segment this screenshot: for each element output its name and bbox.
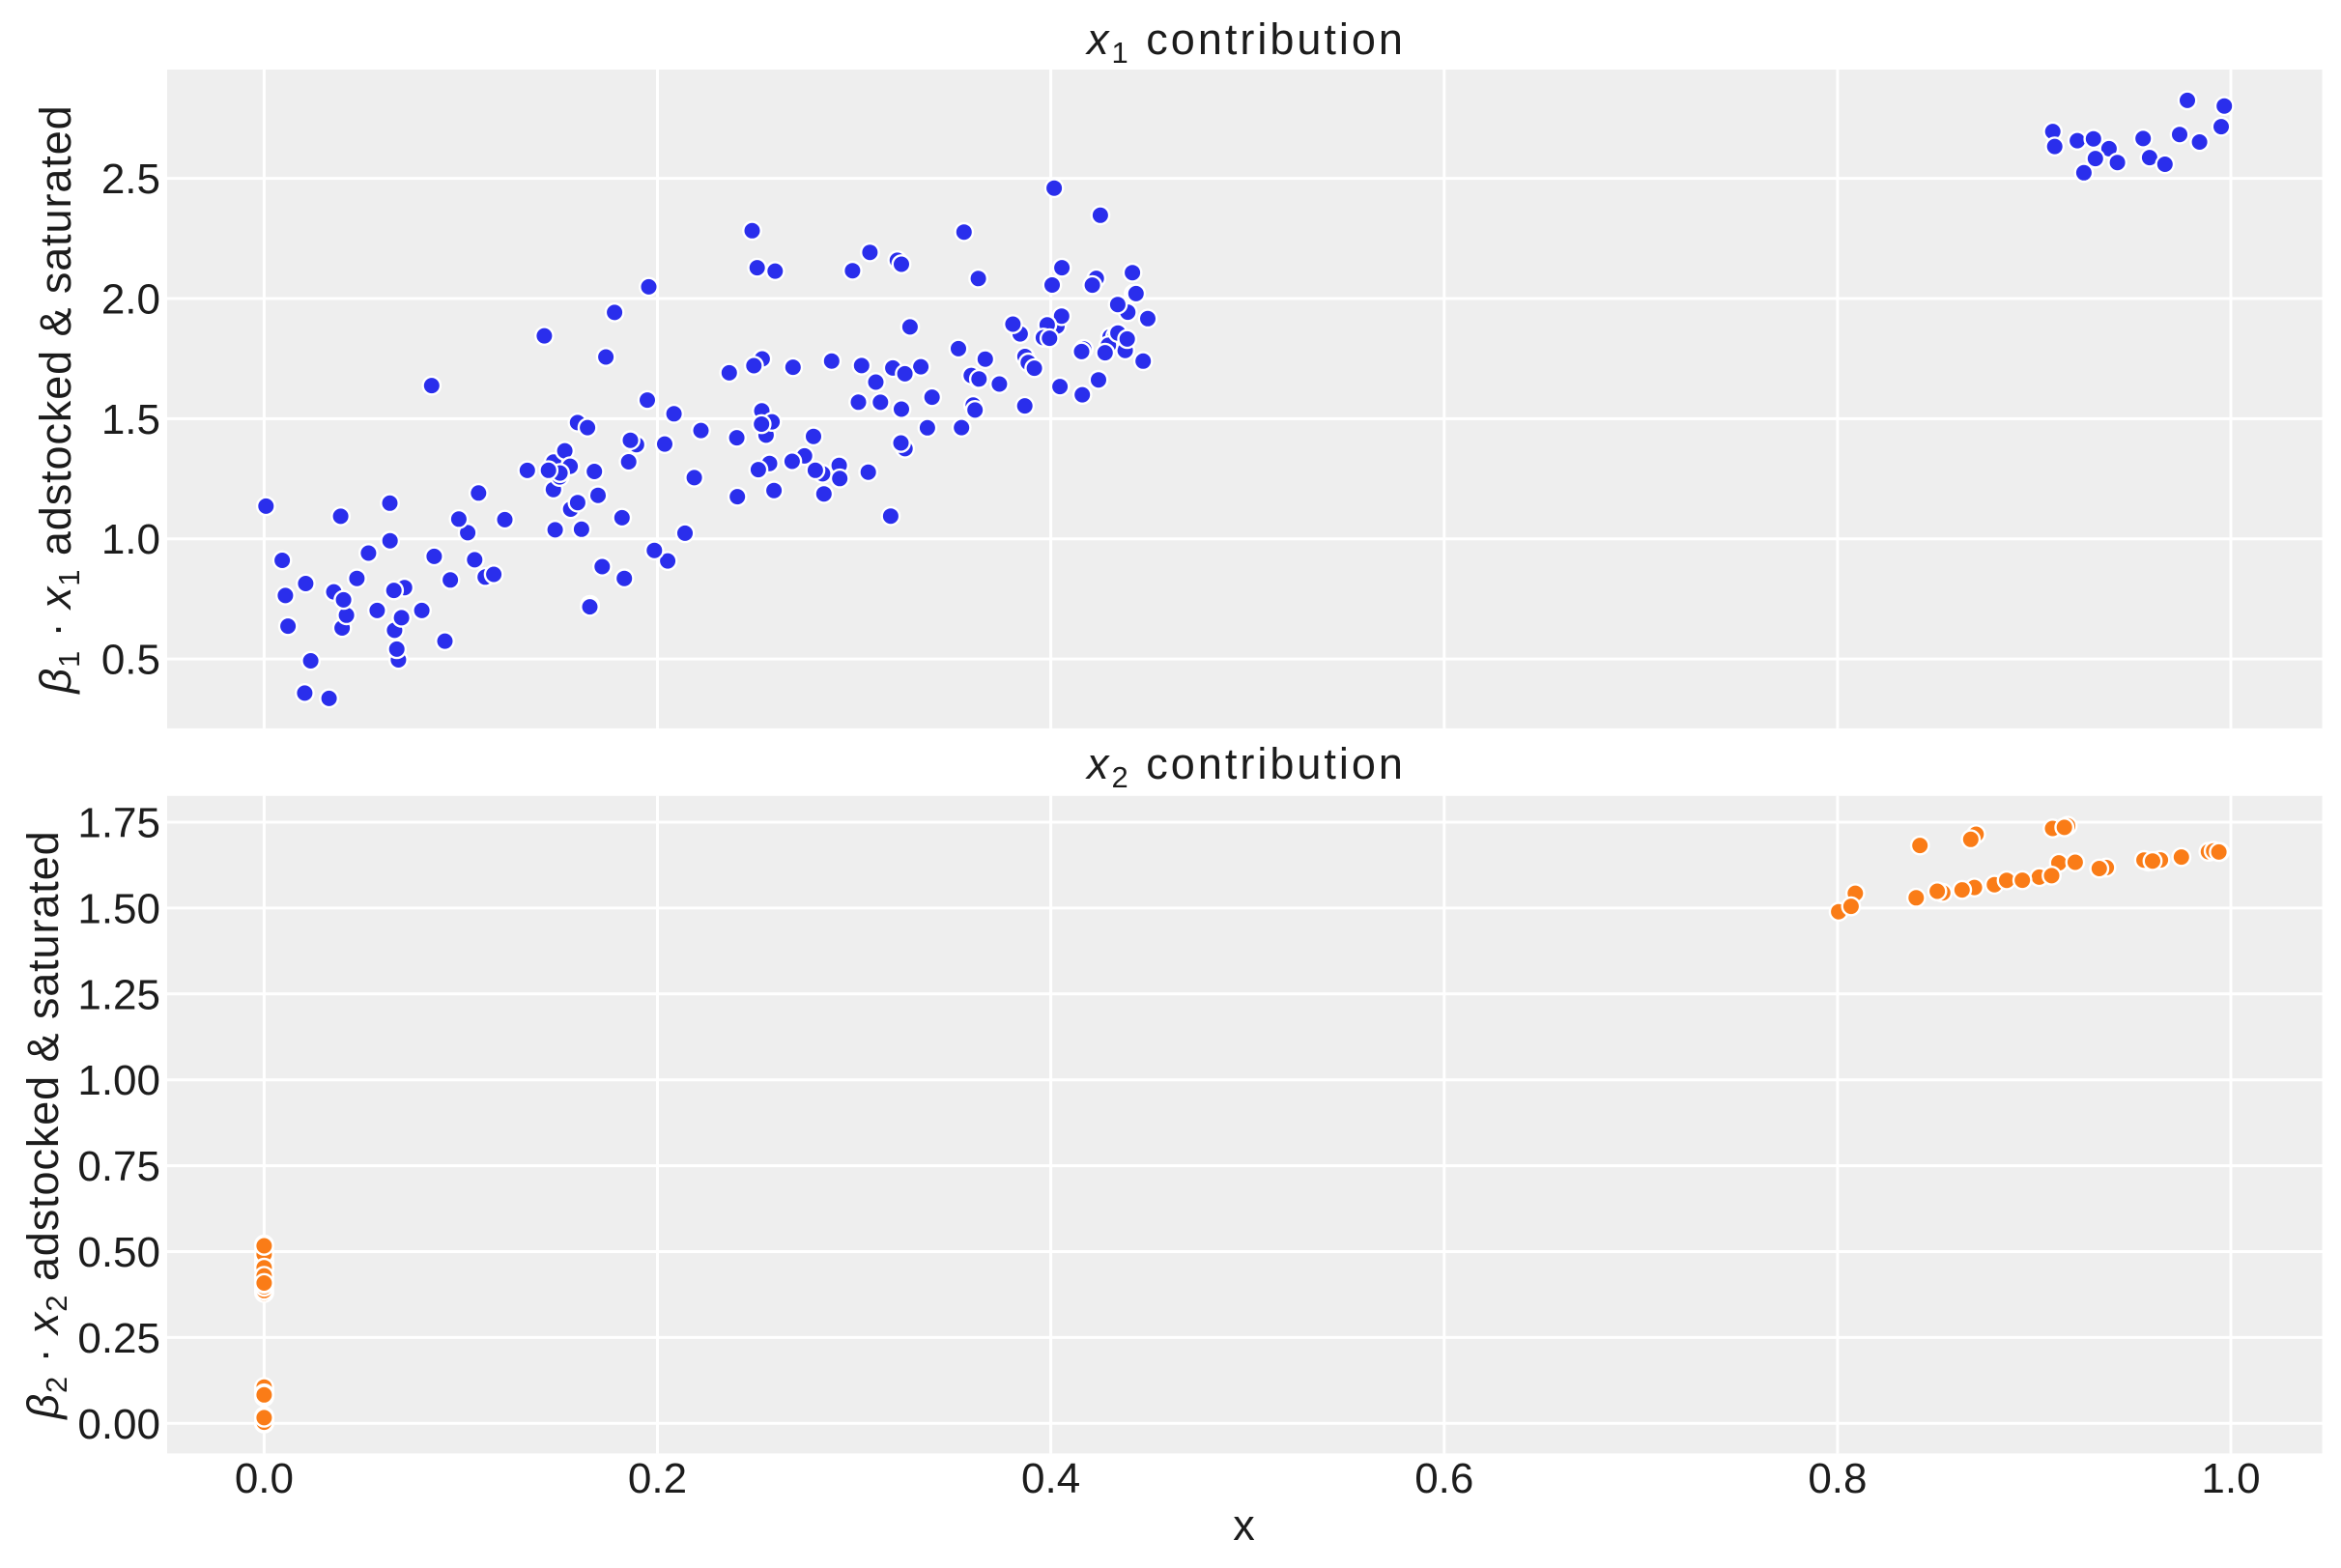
svg-text:1.25: 1.25 (77, 971, 160, 1018)
svg-text:x2 contribution: x2 contribution (1085, 739, 1406, 794)
svg-text:β2 · x2 adstocked & saturated: β2 · x2 adstocked & saturated (18, 830, 73, 1420)
svg-text:1.50: 1.50 (77, 885, 160, 932)
svg-text:0.50: 0.50 (77, 1229, 160, 1276)
svg-text:0.0: 0.0 (235, 1455, 294, 1502)
svg-text:1.00: 1.00 (77, 1057, 160, 1104)
svg-text:0.8: 0.8 (1808, 1455, 1867, 1502)
svg-text:0.75: 0.75 (77, 1143, 160, 1190)
svg-text:2.5: 2.5 (101, 156, 160, 203)
svg-text:0.00: 0.00 (77, 1401, 160, 1448)
svg-text:β1 · x1 adstocked & saturated: β1 · x1 adstocked & saturated (31, 104, 86, 695)
svg-text:x: x (1233, 1500, 1255, 1550)
svg-text:x1 contribution: x1 contribution (1085, 14, 1406, 70)
svg-text:1.75: 1.75 (77, 800, 160, 847)
svg-text:0.25: 0.25 (77, 1315, 160, 1362)
svg-text:2.0: 2.0 (101, 276, 160, 324)
svg-text:0.6: 0.6 (1414, 1455, 1473, 1502)
svg-text:0.2: 0.2 (628, 1455, 687, 1502)
svg-text:1.0: 1.0 (2201, 1455, 2260, 1502)
svg-text:0.4: 0.4 (1021, 1455, 1080, 1502)
svg-text:0.5: 0.5 (101, 637, 160, 684)
svg-text:1.5: 1.5 (101, 396, 160, 443)
svg-text:1.0: 1.0 (101, 516, 160, 563)
